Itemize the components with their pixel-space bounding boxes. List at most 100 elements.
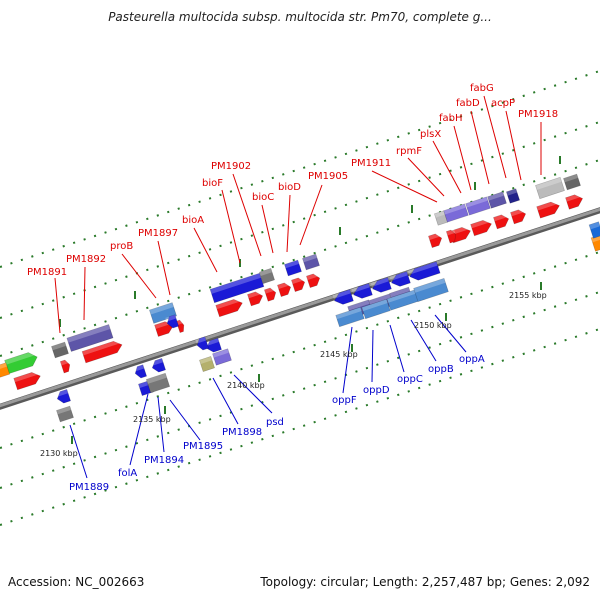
forward-gene-arrow: [306, 272, 321, 288]
gene-label-pm1889[interactable]: PM1889: [69, 482, 109, 493]
gene-label-pm1891[interactable]: PM1891: [27, 267, 67, 278]
sequence-backbone: [0, 207, 600, 410]
forward-gene-arrow: [215, 297, 243, 318]
gene-label-fabd[interactable]: fabD: [456, 98, 480, 109]
label-leader-lines: [54, 95, 542, 479]
gene-label-biof[interactable]: bioF: [202, 178, 223, 189]
gene-label-bioa[interactable]: bioA: [182, 215, 204, 226]
scale-label-2155: 2155 kbp: [509, 291, 547, 300]
gene-block-purple: [212, 348, 232, 366]
forward-gene-arrow: [291, 276, 306, 292]
leader-line-forward: [261, 204, 274, 254]
leader-line-reverse: [212, 377, 239, 425]
gene-block-purple: [465, 196, 491, 216]
leader-line-forward: [483, 95, 507, 179]
reverse-gene-arrow: [150, 358, 166, 373]
forward-gene-arrow: [536, 199, 560, 219]
forward-gene-arrow: [4, 350, 38, 375]
gene-label-pm1902[interactable]: PM1902: [211, 161, 251, 172]
gene-label-rpmf[interactable]: rpmF: [396, 146, 422, 157]
gene-block-olive: [199, 356, 215, 372]
gene-label-biod[interactable]: bioD: [278, 182, 301, 193]
leader-line-forward: [299, 184, 323, 246]
leader-line-forward: [286, 194, 291, 253]
leader-line-forward: [432, 140, 462, 194]
gene-block-darkblue: [506, 188, 520, 204]
forward-gene-arrow: [445, 229, 457, 244]
leader-line-reverse: [434, 314, 467, 353]
gene-block-purple: [487, 191, 507, 209]
gene-label-oppf[interactable]: oppF: [332, 395, 357, 406]
gene-label-oppd[interactable]: oppD: [363, 385, 390, 396]
reverse-gene-arrow: [165, 314, 179, 329]
accession-text: Accession: NC_002663: [8, 575, 145, 589]
gene-block-grey: [51, 341, 69, 359]
forward-gene-arrow: [13, 370, 41, 391]
forward-labels: PM1891 PM1892 proB PM1897 bioA bioF PM19…: [27, 83, 558, 278]
gene-block-blue: [588, 221, 600, 239]
leader-line-forward: [83, 266, 86, 321]
reverse-gene-arrow: [195, 336, 209, 351]
forward-gene-arrow: [175, 319, 185, 334]
reverse-gene-arrow: [204, 337, 222, 353]
leader-line-reverse: [410, 319, 437, 362]
gene-block-grey: [563, 173, 581, 191]
leader-line-forward: [221, 189, 241, 264]
leader-line-reverse: [69, 424, 88, 479]
forward-gene-arrow: [510, 208, 527, 225]
reverse-gene-arrow: [332, 289, 354, 305]
gene-label-psd[interactable]: psd: [266, 417, 284, 428]
leader-line-forward: [470, 110, 490, 185]
gene-block-purple: [66, 324, 114, 352]
gene-label-prob[interactable]: proB: [110, 241, 133, 252]
gene-label-fabg[interactable]: fabG: [470, 83, 494, 94]
leader-line-forward: [371, 170, 438, 203]
scale-label-2135: 2135 kbp: [133, 415, 171, 424]
gene-label-pm1897[interactable]: PM1897: [138, 228, 178, 239]
forward-gene-arrow: [493, 213, 510, 230]
gene-label-fola[interactable]: folA: [118, 468, 137, 479]
leader-line-reverse: [233, 374, 273, 414]
leader-line-reverse: [169, 399, 201, 441]
scale-label-2145: 2145 kbp: [320, 350, 358, 359]
gene-label-oppc[interactable]: oppC: [397, 374, 423, 385]
gene-block-grey: [259, 268, 275, 284]
scale-labels: 2130 kbp 2135 kbp 2140 kbp 2145 kbp 2150…: [40, 291, 547, 458]
gene-label-pm1911[interactable]: PM1911: [351, 158, 391, 169]
leader-line-reverse: [371, 329, 374, 383]
reverse-gene-arrow: [55, 389, 71, 404]
gene-label-acpp[interactable]: acpP: [491, 98, 515, 109]
gene-label-pm1905[interactable]: PM1905: [308, 171, 348, 182]
leader-line-forward: [157, 240, 171, 296]
gene-label-pm1892[interactable]: PM1892: [66, 254, 106, 265]
forward-gene-arrow: [565, 192, 584, 210]
gene-label-pm1895[interactable]: PM1895: [183, 441, 223, 452]
gene-label-fabh[interactable]: fabH: [439, 113, 463, 124]
leader-line-reverse: [157, 396, 165, 453]
gene-label-bioc[interactable]: bioC: [252, 192, 274, 203]
gene-label-oppa[interactable]: oppA: [459, 354, 485, 365]
leader-line-reverse: [129, 393, 149, 466]
gene-block-lightblue: [361, 298, 391, 320]
gene-block-grey: [56, 405, 74, 423]
forward-gene-arrow: [81, 339, 123, 364]
gene-block-lightgrey: [535, 176, 565, 200]
gene-label-plsx[interactable]: plsX: [420, 129, 441, 140]
gene-label-oppb[interactable]: oppB: [428, 364, 454, 375]
gene-features: [0, 173, 600, 423]
gene-label-pm1918[interactable]: PM1918: [518, 109, 558, 120]
leader-line-forward: [453, 125, 472, 191]
forward-gene-arrow: [470, 218, 492, 237]
reverse-gene-arrow: [370, 277, 392, 293]
gene-block-lightblue: [335, 306, 365, 328]
reverse-labels: PM1889 folA PM1894 PM1895 PM1898 psd opp…: [69, 354, 485, 493]
gene-label-pm1894[interactable]: PM1894: [144, 455, 184, 466]
forward-gene-arrow: [59, 359, 71, 374]
leader-line-forward: [407, 157, 445, 197]
gene-label-pm1898[interactable]: PM1898: [222, 427, 262, 438]
leader-line-forward: [121, 253, 157, 299]
forward-gene-arrow: [264, 286, 277, 302]
gene-block-blue: [284, 259, 302, 277]
forward-gene-arrow: [428, 232, 443, 248]
